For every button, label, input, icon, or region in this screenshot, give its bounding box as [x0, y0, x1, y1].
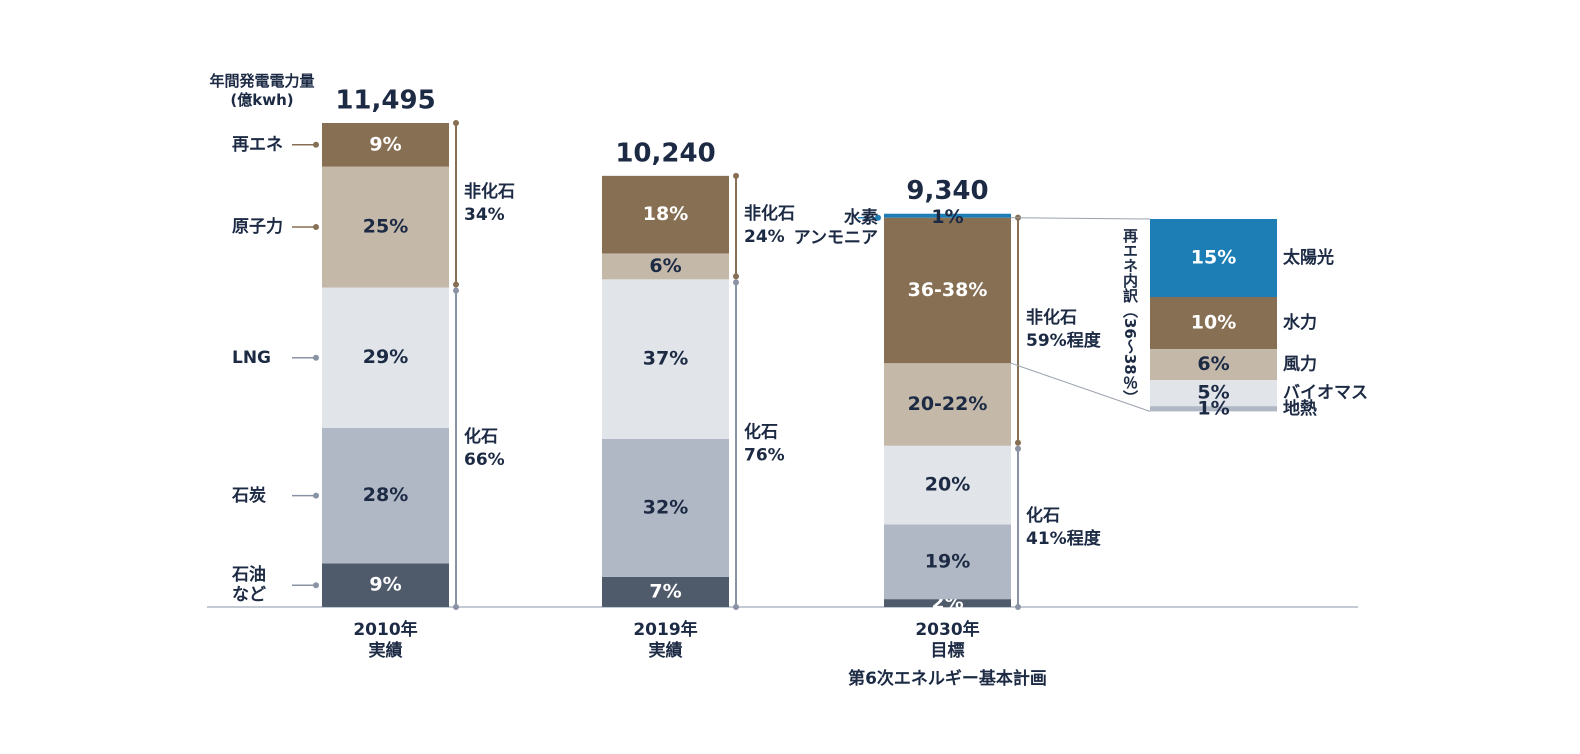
group-value: 66%	[464, 450, 505, 470]
group-name: 非化石	[464, 181, 515, 202]
plan-note: 第6次エネルギー基本計画	[848, 668, 1047, 689]
group-name: 化石	[464, 426, 498, 447]
legend-label: 石油 など	[232, 565, 266, 606]
legend-label: 原子力	[232, 217, 283, 238]
bar-segment	[322, 287, 449, 428]
bar-segment	[322, 123, 449, 167]
bar-segment	[602, 253, 729, 280]
breakdown-name: 地熱	[1283, 398, 1317, 419]
bar-segment	[602, 576, 729, 607]
group-value: 34%	[464, 205, 505, 225]
dot	[1015, 604, 1021, 610]
dot	[313, 141, 319, 148]
bar-segment	[602, 438, 729, 577]
dot	[733, 279, 739, 286]
total-label: 9,340	[906, 176, 988, 206]
legend-label: 石炭	[232, 485, 266, 506]
dot	[313, 582, 319, 589]
dot	[875, 214, 881, 221]
category-label: 2010年	[353, 619, 417, 640]
category-label: 2019年	[633, 619, 697, 640]
dot	[733, 604, 739, 610]
dot	[733, 273, 739, 280]
dot	[453, 604, 459, 610]
category-label: 2030年	[915, 619, 979, 640]
group-name: 非化石	[744, 203, 795, 224]
bar-segment	[322, 427, 449, 564]
dot	[453, 287, 459, 294]
dot	[453, 281, 459, 288]
total-label: 11,495	[335, 86, 435, 116]
dot	[453, 120, 459, 126]
breakdown-value-label: 6%	[1197, 353, 1229, 375]
total-label: 10,240	[615, 138, 715, 168]
legend-label: 再エネ	[232, 134, 283, 155]
bar-segment	[884, 363, 1011, 446]
zoom-line	[1010, 217, 1151, 220]
value-label: 7%	[649, 580, 681, 602]
group-name: 非化石	[1026, 307, 1077, 328]
axis-title: 年間発電電力量 (億kwh)	[209, 72, 315, 109]
value-label: 29%	[363, 346, 408, 368]
value-label: 20-22%	[908, 393, 988, 415]
bar-segment	[884, 599, 1011, 607]
value-label: 25%	[363, 216, 408, 238]
dot	[1015, 445, 1021, 452]
dot	[313, 354, 319, 361]
bar-segment	[602, 175, 729, 254]
value-label: 20%	[925, 474, 970, 496]
group-value: 76%	[744, 446, 785, 466]
group-name: 化石	[744, 422, 778, 443]
breakdown-value-label: 1%	[1197, 398, 1229, 420]
value-label: 9%	[369, 133, 401, 155]
group-value: 41%程度	[1026, 528, 1102, 549]
breakdown-segment	[1150, 297, 1277, 349]
value-label: 37%	[643, 348, 688, 370]
legend-label: 水素 アンモニア	[793, 207, 878, 248]
breakdown-segment	[1150, 349, 1277, 381]
value-label: 1%	[931, 206, 963, 228]
breakdown-name: 太陽光	[1283, 247, 1334, 268]
bar-segment	[322, 563, 449, 607]
category-note: 目標	[931, 640, 965, 661]
value-label: 19%	[925, 550, 970, 572]
value-label: 32%	[643, 496, 688, 518]
group-name: 化石	[1026, 505, 1060, 526]
breakdown-name: 水力	[1283, 312, 1317, 333]
bar-segment	[322, 166, 449, 288]
bar-segment	[884, 213, 1011, 218]
value-label: 6%	[649, 255, 681, 277]
breakdown-value-label: 5%	[1197, 382, 1229, 404]
value-label: 28%	[363, 484, 408, 506]
zoom-line	[1010, 362, 1151, 412]
breakdown-segment	[1150, 406, 1277, 412]
bar-segment	[884, 217, 1011, 364]
dot	[733, 172, 739, 179]
breakdown-segment	[1150, 219, 1277, 297]
category-note: 実績	[649, 640, 683, 661]
dot	[313, 224, 319, 231]
bar-segment	[884, 445, 1011, 525]
group-value: 24%	[744, 227, 785, 247]
breakdown-segment	[1150, 380, 1277, 407]
legend-label: LNG	[232, 347, 272, 368]
breakdown-name: 風力	[1283, 354, 1317, 375]
dot	[313, 492, 319, 499]
value-label: 18%	[643, 203, 688, 225]
value-label: 36-38%	[908, 279, 988, 301]
bar-segment	[884, 524, 1011, 600]
category-note: 実績	[369, 640, 403, 661]
breakdown-value-label: 15%	[1191, 247, 1236, 269]
group-value: 59%程度	[1026, 330, 1102, 351]
value-label: 9%	[369, 574, 401, 596]
dot	[1015, 439, 1021, 446]
bar-segment	[602, 279, 729, 439]
breakdown-title: 再エネ内訳（36～38％）	[1121, 228, 1139, 405]
breakdown-name: バイオマス	[1283, 383, 1368, 403]
breakdown-value-label: 10%	[1191, 312, 1236, 334]
